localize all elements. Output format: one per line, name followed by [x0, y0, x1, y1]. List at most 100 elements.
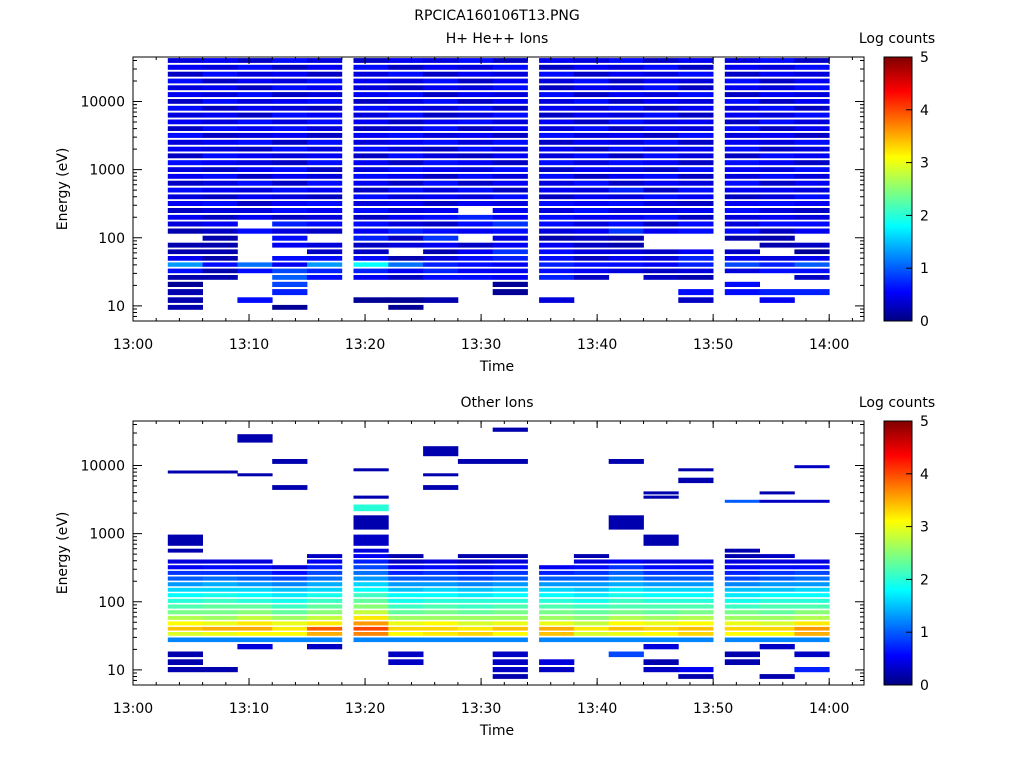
heatmap-cell: [167, 173, 203, 179]
heatmap-cell: [423, 598, 459, 603]
heatmap-cell: [643, 126, 679, 131]
heatmap-cell: [388, 297, 424, 303]
heatmap-cell: [678, 78, 714, 84]
heatmap-cell: [353, 235, 389, 241]
heatmap-cell: [457, 78, 494, 84]
heatmap-cell: [678, 85, 714, 91]
heatmap-cell: [539, 92, 575, 98]
heatmap-cell: [353, 632, 389, 636]
heatmap-cell: [759, 146, 795, 152]
heatmap-cell: [539, 621, 575, 626]
heatmap-cell: [492, 570, 528, 575]
heatmap-cell: [202, 565, 238, 570]
heatmap-cell: [724, 582, 760, 587]
heatmap-cell: [167, 582, 203, 587]
heatmap-cell: [307, 576, 343, 581]
heatmap-cell: [272, 593, 308, 598]
heatmap-cell: [759, 615, 795, 620]
heatmap-cell: [353, 132, 389, 138]
heatmap-cell: [457, 99, 494, 104]
heatmap-cell: [794, 593, 830, 598]
heatmap-cell: [539, 604, 575, 609]
heatmap-cell: [794, 570, 830, 575]
heatmap-cell: [678, 582, 714, 587]
heatmap-cell: [202, 242, 238, 248]
heatmap-cell: [794, 201, 830, 206]
heatmap-cell: [388, 559, 424, 564]
heatmap-cell: [759, 119, 795, 125]
x-tick-label: 14:00: [809, 337, 849, 353]
heatmap-cell: [202, 256, 238, 261]
heatmap-cell: [202, 559, 238, 564]
heatmap-cell: [492, 621, 528, 626]
heatmap-cell: [794, 85, 830, 91]
heatmap-cell: [759, 262, 795, 267]
heatmap-cell: [457, 58, 494, 63]
heatmap-cell: [794, 160, 830, 166]
heatmap-cell: [272, 99, 308, 104]
heatmap-cell: [423, 235, 459, 241]
heatmap-cell: [202, 160, 238, 166]
heatmap-cell: [608, 262, 644, 267]
heatmap-cell: [643, 58, 679, 63]
heatmap-cell: [794, 598, 830, 603]
heatmap-cell: [307, 262, 343, 267]
heatmap-cell: [423, 139, 459, 145]
heatmap-cell: [167, 167, 203, 172]
heatmap-cell: [272, 570, 308, 575]
heatmap-cell: [678, 201, 714, 206]
heatmap-cell: [272, 262, 308, 267]
heatmap-cell: [539, 565, 575, 570]
heatmap-cell: [457, 459, 494, 464]
heatmap-cell: [307, 610, 343, 615]
heatmap-cell: [608, 515, 644, 530]
heatmap-cell: [423, 78, 459, 84]
heatmap-cell: [307, 132, 343, 138]
heatmap-cell: [759, 242, 795, 248]
heatmap-cell: [492, 99, 528, 104]
heatmap-cell: [388, 582, 424, 587]
heatmap-cell: [423, 249, 459, 255]
heatmap-cell: [492, 598, 528, 603]
heatmap-cell: [759, 491, 795, 495]
colorbar: [883, 56, 913, 322]
heatmap-cell: [759, 221, 795, 227]
heatmap-cell: [759, 565, 795, 570]
heatmap-cell: [353, 515, 389, 530]
heatmap-cell: [539, 194, 575, 200]
heatmap-cell: [573, 119, 610, 125]
heatmap-cell: [608, 604, 644, 609]
heatmap-cell: [272, 92, 308, 98]
heatmap-cell: [608, 201, 644, 206]
heatmap-cell: [724, 201, 760, 206]
heatmap-cell: [759, 289, 795, 296]
heatmap-cell: [573, 249, 610, 255]
heatmap-cell: [457, 64, 494, 70]
colorbar-axis: 0 1 2 3 4 5: [906, 50, 929, 330]
heatmap-cell: [573, 99, 610, 104]
heatmap-cell: [202, 615, 238, 620]
heatmap-cell: [492, 71, 528, 77]
colorbar-title: Log counts: [859, 31, 935, 47]
heatmap-cell: [794, 71, 830, 77]
colorbar-tick-label: 3: [920, 520, 929, 536]
heatmap-cell: [724, 570, 760, 575]
heatmap-cell: [353, 187, 389, 193]
heatmap-cell: [388, 139, 424, 145]
heatmap-cell: [573, 85, 610, 91]
heatmap-cell: [167, 249, 203, 255]
heatmap-cell: [608, 58, 644, 63]
heatmap-cell: [643, 576, 679, 581]
heatmap-cell: [608, 139, 644, 145]
heatmap-cell: [388, 565, 424, 570]
heatmap-cell: [643, 644, 679, 650]
heatmap-cell: [678, 228, 714, 234]
heatmap-cell: [202, 632, 238, 636]
heatmap-cell: [573, 565, 610, 570]
heatmap-cell: [724, 604, 760, 609]
heatmap-cell: [202, 582, 238, 587]
heatmap-cell: [388, 99, 424, 104]
heatmap-cell: [724, 78, 760, 84]
heatmap-cell: [307, 153, 343, 159]
heatmap-cell: [759, 160, 795, 166]
